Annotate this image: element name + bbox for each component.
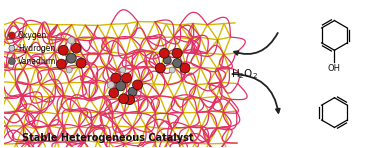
Circle shape [128, 87, 137, 96]
Text: Stable Heterogeneous Catalyst: Stable Heterogeneous Catalyst [22, 133, 194, 143]
Circle shape [107, 81, 114, 88]
Text: OH: OH [328, 64, 341, 73]
Circle shape [125, 95, 135, 105]
Circle shape [71, 43, 81, 53]
Circle shape [109, 88, 119, 98]
Circle shape [56, 59, 66, 69]
Text: Vanadium: Vanadium [18, 57, 56, 66]
Circle shape [163, 56, 171, 64]
Text: Hydrogen: Hydrogen [18, 44, 55, 53]
Circle shape [8, 58, 15, 65]
Text: H$_2$O$_2$: H$_2$O$_2$ [231, 67, 258, 81]
Circle shape [66, 53, 76, 63]
Circle shape [155, 63, 165, 73]
Circle shape [58, 45, 68, 55]
Circle shape [169, 67, 175, 73]
Circle shape [159, 48, 169, 58]
Circle shape [122, 73, 132, 83]
Circle shape [172, 48, 182, 58]
Circle shape [119, 94, 129, 104]
Circle shape [111, 73, 121, 83]
Circle shape [9, 45, 15, 51]
Circle shape [173, 59, 181, 68]
Circle shape [133, 80, 143, 90]
Circle shape [66, 67, 72, 73]
Circle shape [120, 67, 125, 73]
Circle shape [116, 81, 125, 91]
Text: Oxygen: Oxygen [18, 31, 47, 40]
Circle shape [68, 37, 75, 44]
Circle shape [8, 32, 15, 39]
Circle shape [180, 63, 190, 73]
Circle shape [76, 58, 86, 68]
